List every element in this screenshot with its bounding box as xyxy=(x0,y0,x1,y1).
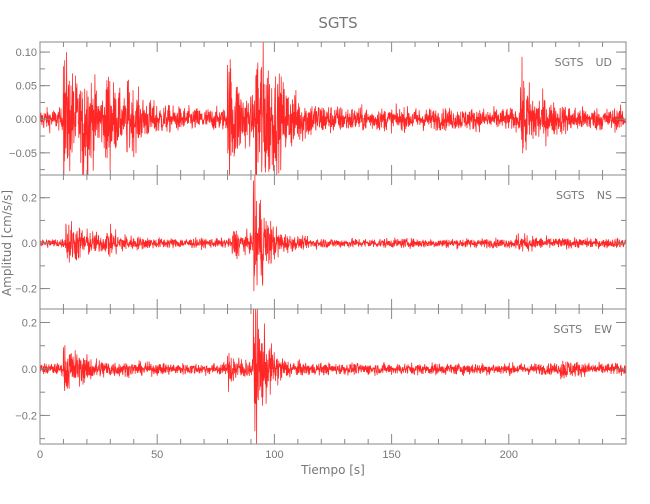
waveform-ns xyxy=(39,174,627,292)
y-tick-label: 0.2 xyxy=(22,317,37,329)
component-label: EW xyxy=(594,323,612,336)
station-label: SGTS xyxy=(555,56,584,69)
station-label: SGTS xyxy=(553,323,582,336)
y-tick-label: 0.00 xyxy=(16,114,37,126)
y-tick-label: −0.2 xyxy=(15,410,37,422)
chart-title: SGTS xyxy=(318,14,357,32)
waveform-ew xyxy=(39,308,627,445)
panel-frame xyxy=(39,308,627,445)
component-label: UD xyxy=(595,56,612,69)
y-tick-label: −0.2 xyxy=(15,284,37,296)
y-tick-label: 0.0 xyxy=(22,364,37,376)
x-tick-label: 100 xyxy=(265,449,283,461)
x-tick-label: 150 xyxy=(382,449,400,461)
y-tick-label: 0.10 xyxy=(16,47,37,59)
panel-label: SGTS UD xyxy=(555,56,612,69)
waveform-ud xyxy=(39,41,627,176)
x-axis-label: Tiempo [s] xyxy=(300,463,365,477)
station-label: SGTS xyxy=(556,189,585,202)
x-tick-label: 200 xyxy=(500,449,518,461)
panel-label: SGTS EW xyxy=(553,323,612,336)
y-tick-label: −0.05 xyxy=(9,148,37,160)
component-label: NS xyxy=(597,189,612,202)
y-axis-label: Amplitud [cm/s/s] xyxy=(0,190,14,296)
x-tick-label: 50 xyxy=(151,449,163,461)
panel-label: SGTS NS xyxy=(556,189,612,202)
y-tick-label: 0.2 xyxy=(22,193,37,205)
x-tick-label: 0 xyxy=(37,449,43,461)
y-tick-label: 0.05 xyxy=(16,81,37,93)
y-tick-label: 0.0 xyxy=(22,238,37,250)
